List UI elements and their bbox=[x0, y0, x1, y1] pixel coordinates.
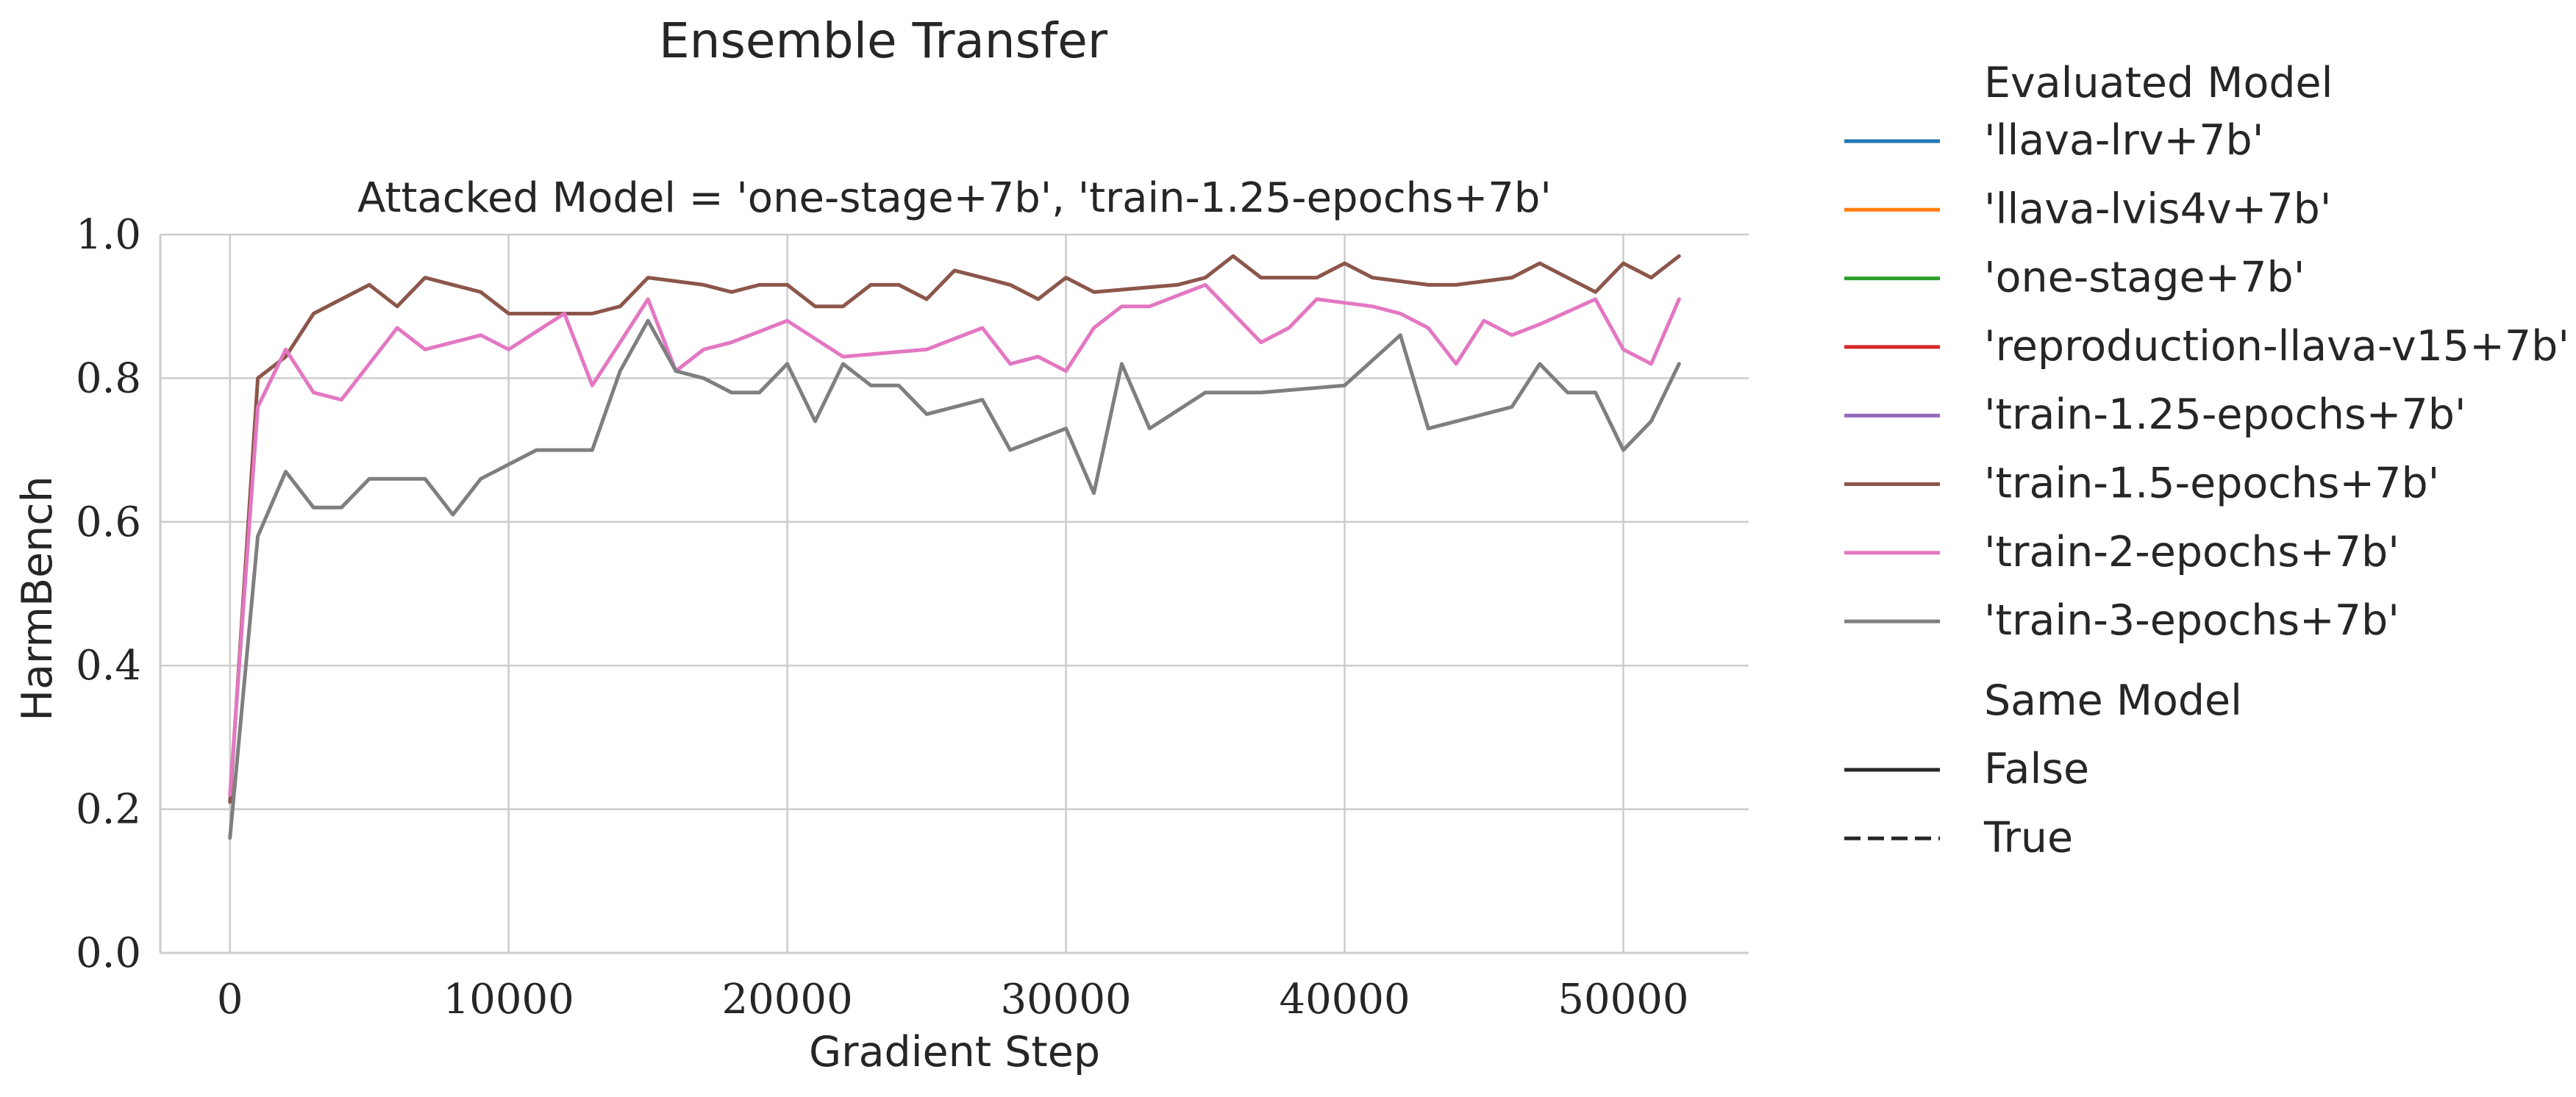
series-line-2 bbox=[228, 318, 1681, 840]
legend-hue-entries: 'llava-lrv+7b' 'llava-lvis4v+7b' 'one-stag… bbox=[1844, 116, 2569, 645]
legend-style-title: Same Model bbox=[1984, 676, 2242, 725]
legend-style-label: True bbox=[1983, 813, 2073, 862]
axes bbox=[159, 235, 1749, 954]
legend-entry-label: 'llava-lrv+7b' bbox=[1984, 116, 2263, 165]
legend-hue-title: Evaluated Model bbox=[1984, 59, 2333, 107]
legend-entry-label: 'reproduction-llava-v15+7b' bbox=[1984, 322, 2569, 371]
legend-entry-label: 'train-1.5-epochs+7b' bbox=[1984, 460, 2439, 508]
legend-entry-label: 'train-2-epochs+7b' bbox=[1984, 528, 2400, 576]
y-tick-label: 0.6 bbox=[76, 499, 141, 546]
chart-title: Ensemble Transfer bbox=[659, 12, 1108, 69]
x-tick-label: 20000 bbox=[722, 976, 853, 1023]
legend-entry-label: 'one-stage+7b' bbox=[1984, 254, 2305, 302]
x-tick-label: 50000 bbox=[1558, 976, 1688, 1023]
y-tick-label: 0.0 bbox=[76, 929, 141, 977]
legend-entry-label: 'train-3-epochs+7b' bbox=[1984, 596, 2400, 645]
x-tick-label: 40000 bbox=[1279, 976, 1410, 1023]
x-tick-label: 30000 bbox=[1001, 976, 1132, 1023]
legend-entry-label: 'llava-lvis4v+7b' bbox=[1984, 185, 2331, 233]
gridlines bbox=[160, 233, 1749, 954]
series-lines bbox=[228, 254, 1681, 840]
y-tick-label: 0.8 bbox=[76, 354, 141, 402]
y-tick-label: 1.0 bbox=[76, 211, 141, 259]
legend: Evaluated Model 'llava-lrv+7b' 'llava-lvi… bbox=[1844, 59, 2569, 862]
series-line-1 bbox=[228, 282, 1681, 797]
y-tick-label: 0.4 bbox=[76, 642, 141, 690]
legend-style-label: False bbox=[1984, 745, 2089, 793]
series-line-0 bbox=[228, 254, 1681, 804]
y-axis-label: HarmBench bbox=[13, 476, 62, 721]
x-axis-label: Gradient Step bbox=[809, 1028, 1100, 1076]
x-tick-label: 0 bbox=[217, 976, 243, 1023]
legend-entry-label: 'train-1.25-epochs+7b' bbox=[1984, 390, 2466, 439]
x-tick-label: 10000 bbox=[443, 976, 574, 1023]
y-tick-label: 0.2 bbox=[76, 786, 141, 834]
tick-labels: 0 10000 20000 30000 40000 50000 0.0 0.2 0.4 0.6 0.… bbox=[76, 211, 1689, 1023]
chart-subtitle: Attacked Model = 'one-stage+7b', 'train-… bbox=[357, 174, 1552, 222]
legend-style-entries: False True bbox=[1844, 745, 2089, 862]
